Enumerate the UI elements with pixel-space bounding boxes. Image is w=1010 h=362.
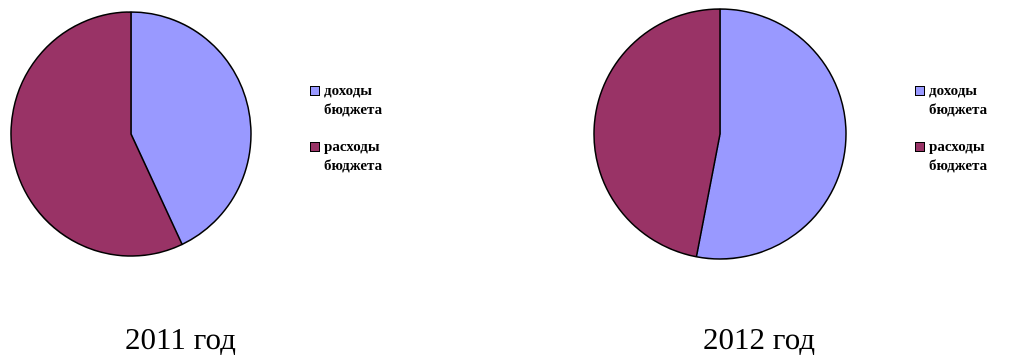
legend-swatch-expenses <box>310 142 320 152</box>
pie-slice-income <box>130 11 252 246</box>
legend-item-income: доходы бюджета <box>915 82 1010 120</box>
legend-label-income: доходы бюджета <box>324 83 383 118</box>
pie-slice-expenses <box>593 8 721 258</box>
pie-slice-expenses <box>10 11 183 257</box>
legend-swatch-income <box>915 86 925 96</box>
legend-label-expenses: расходы бюджета <box>929 139 988 174</box>
pie-2011 <box>10 11 252 257</box>
year-caption-2012: 2012 год <box>703 321 816 356</box>
pie-slice-income <box>695 8 847 260</box>
legend-2011: доходы бюджета расходы бюджета <box>310 82 430 194</box>
pie-2012 <box>593 8 847 260</box>
legend-item-income: доходы бюджета <box>310 82 430 120</box>
legend-2012: доходы бюджета расходы бюджета <box>915 82 1010 194</box>
pie-chart-2011: доходы бюджета расходы бюджета 2011 год <box>0 0 480 362</box>
legend-item-expenses: расходы бюджета <box>310 138 430 176</box>
legend-swatch-expenses <box>915 142 925 152</box>
legend-label-income: доходы бюджета <box>929 83 988 118</box>
pie-chart-2012: доходы бюджета расходы бюджета 2012 год <box>585 0 1010 362</box>
legend-swatch-income <box>310 86 320 96</box>
year-caption-2011: 2011 год <box>125 321 236 356</box>
legend-item-expenses: расходы бюджета <box>915 138 1010 176</box>
legend-label-expenses: расходы бюджета <box>324 139 383 174</box>
